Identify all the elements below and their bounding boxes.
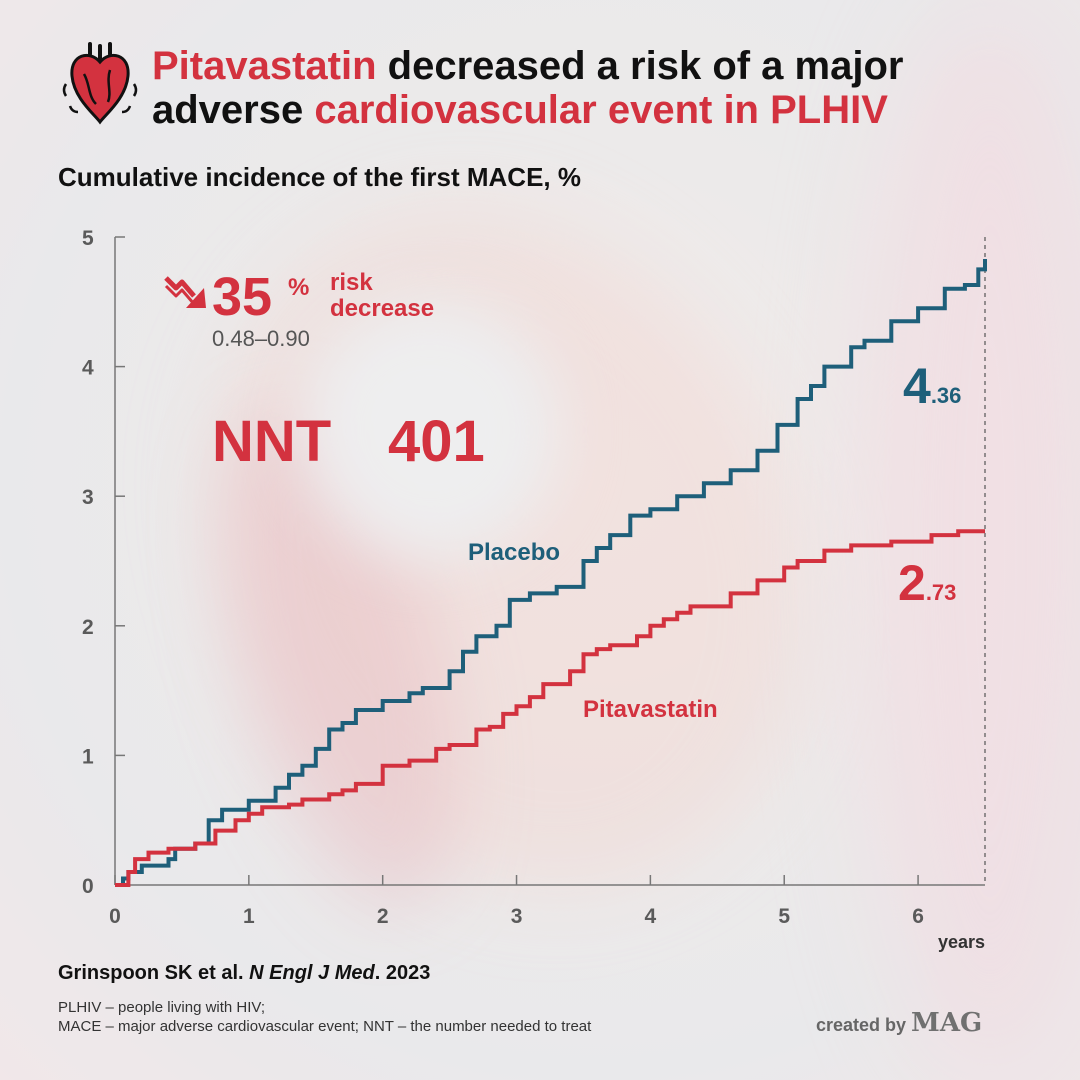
- x-tick-label: 2: [377, 905, 389, 928]
- nnt-label: NNT: [212, 409, 332, 474]
- confidence-interval: 0.48–0.90: [212, 326, 310, 351]
- x-tick-label: 1: [243, 905, 255, 928]
- citation-journal: N Engl J Med: [249, 962, 375, 984]
- nnt-value: 401: [388, 409, 485, 474]
- credit: created by MAG: [816, 1008, 982, 1038]
- nnt-annotation: NNT 401: [212, 408, 485, 475]
- risk-text-line: decrease: [330, 295, 435, 322]
- footnotes: PLHIV – people living with HIV; MACE – m…: [58, 998, 591, 1036]
- y-tick-label: 4: [82, 357, 94, 380]
- chart-title: Cumulative incidence of the first MACE, …: [58, 162, 581, 192]
- end-value-placebo: 4.36: [903, 358, 961, 414]
- x-tick-label: 0: [109, 905, 121, 928]
- pitavastatin-curve: [115, 529, 985, 887]
- citation: Grinspoon SK et al. N Engl J Med. 2023: [58, 962, 430, 985]
- series-label-pitavastatin: Pitavastatin: [583, 696, 718, 723]
- risk-decrease-text: risk decrease: [330, 270, 434, 322]
- title-part: decreased a risk of a major adverse: [152, 44, 904, 132]
- credit-brand: MAG: [911, 1008, 983, 1038]
- title-part: cardiovascular event in PLHIV: [314, 88, 888, 132]
- chart-axes: [114, 237, 986, 886]
- y-tick-label: 5: [82, 227, 94, 250]
- end-value-placebo-dec: .36: [931, 383, 962, 408]
- risk-decrease-unit: %: [288, 274, 310, 301]
- heart-organ-icon: [62, 42, 138, 125]
- footnote-line: PLHIV – people living with HIV;: [58, 999, 266, 1016]
- background-highlight: [300, 300, 560, 560]
- y-tick-label: 1: [82, 745, 94, 768]
- end-value-pitavastatin-int: 2: [898, 555, 926, 611]
- chart-lines: [115, 259, 987, 887]
- risk-decrease-value: 35: [212, 267, 273, 327]
- y-tick-label: 2: [82, 616, 94, 639]
- chart-ticks: 0 1 2 3 4 5 0 1 2 3 4 5 6: [82, 227, 924, 928]
- end-value-placebo-int: 4: [903, 358, 931, 414]
- x-tick-label: 5: [778, 905, 790, 928]
- end-value-pitavastatin: 2.73: [898, 555, 956, 611]
- down-trend-arrow-icon: [164, 276, 206, 308]
- footnote-line: MACE – major adverse cardiovascular even…: [58, 1018, 592, 1035]
- citation-authors: Grinspoon SK et al.: [58, 962, 250, 984]
- x-tick-label: 6: [912, 905, 924, 928]
- credit-prefix: created by: [816, 1015, 912, 1035]
- placebo-curve: [115, 259, 987, 887]
- end-value-pitavastatin-dec: .73: [926, 580, 957, 605]
- citation-year: . 2023: [374, 962, 431, 984]
- y-tick-label: 0: [82, 875, 94, 898]
- y-tick-label: 3: [82, 486, 94, 509]
- series-label-placebo: Placebo: [468, 539, 560, 566]
- x-tick-label: 3: [511, 905, 523, 928]
- title-part: Pitavastatin: [152, 44, 377, 88]
- x-axis-unit-label: years: [938, 932, 985, 952]
- risk-text-line: risk: [330, 269, 373, 296]
- x-tick-label: 4: [645, 905, 657, 928]
- risk-decrease-annotation: 35 % risk decrease 0.48–0.90: [162, 264, 482, 354]
- page-title: Pitavastatin decreased a risk of a major…: [152, 44, 1032, 132]
